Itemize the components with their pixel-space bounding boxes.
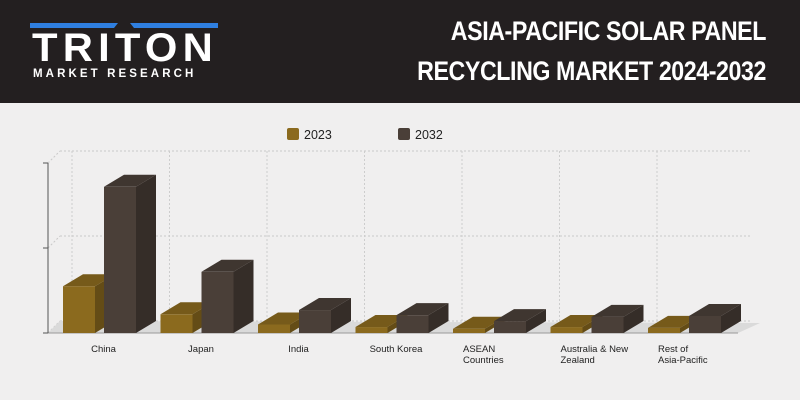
legend-swatch-2023: [287, 128, 299, 140]
bar-front: [201, 271, 234, 333]
bar-side: [721, 304, 741, 333]
legend-label-2032: 2032: [415, 128, 443, 142]
bar-front: [355, 327, 388, 333]
category-label: Australia & New: [561, 344, 629, 355]
bar-2032-0: [104, 174, 156, 333]
logo-accent-bar-right: [130, 23, 218, 28]
bar-front: [396, 315, 429, 333]
bar-top: [104, 174, 156, 187]
bar-side: [526, 309, 546, 333]
bar-front: [648, 327, 680, 333]
bar-2032-3: [396, 303, 449, 333]
bar-top: [396, 303, 449, 316]
bar-2032-4: [494, 309, 546, 333]
logo-accent-bar-left: [30, 23, 118, 28]
gridline-diag: [47, 150, 61, 164]
bar-top: [648, 315, 700, 328]
brand-tagline: MARKET RESEARCH: [33, 68, 197, 80]
bar-top: [258, 312, 310, 325]
bar-front: [550, 327, 583, 333]
bar-top: [63, 274, 115, 287]
bar-front: [63, 286, 95, 333]
bar-front: [299, 310, 331, 333]
category-label: China: [91, 344, 117, 355]
category-label: Asia-Pacific: [658, 355, 708, 366]
bar-top: [201, 259, 254, 272]
bar-front: [258, 324, 290, 333]
bar-front: [494, 321, 526, 333]
page-title: ASIA-PACIFIC SOLAR PANEL RECYCLING MARKE…: [396, 11, 766, 91]
bar-top: [689, 304, 741, 316]
category-label: India: [288, 344, 309, 355]
category-label: ASEAN: [463, 344, 495, 355]
title-line-2: RECYCLING MARKET 2024-2032: [417, 56, 766, 86]
bar-top: [453, 316, 505, 329]
gridline-diag: [47, 235, 61, 249]
bars-layer: [63, 174, 741, 333]
header-banner: TRITON MARKET RESEARCH ASIA-PACIFIC SOLA…: [0, 0, 800, 103]
legend: 2023 2032: [287, 128, 443, 142]
bar-top: [160, 302, 213, 315]
brand-logo: TRITON MARKET RESEARCH: [30, 18, 230, 88]
legend-swatch-2032: [398, 128, 410, 140]
bar-side: [136, 174, 156, 333]
bar-front: [689, 316, 721, 333]
bar-2032-5: [591, 304, 644, 333]
bar-front: [591, 316, 624, 333]
bar-side: [331, 298, 351, 333]
bar-top: [591, 304, 644, 317]
labels-layer: China Japan India South Korea ASEANCountries…: [91, 344, 708, 366]
bar-2032-6: [689, 304, 741, 333]
bar-chart: China Japan India South Korea ASEANCountries…: [43, 128, 760, 366]
category-label: Zealand: [561, 355, 595, 366]
category-label: Rest of: [658, 344, 688, 355]
category-label: South Korea: [370, 344, 424, 355]
bar-side: [623, 304, 644, 333]
bar-2032-2: [299, 298, 351, 333]
category-label: Japan: [188, 344, 214, 355]
bar-side: [233, 259, 254, 333]
bar-front: [104, 186, 136, 333]
legend-label-2023: 2023: [304, 128, 332, 142]
bar-front: [453, 328, 485, 333]
triton-wordmark: TRITON: [30, 23, 218, 64]
category-label: Countries: [463, 355, 504, 366]
bar-top: [550, 315, 603, 328]
bar-top: [494, 309, 546, 322]
brand-name: TRITON: [32, 26, 218, 64]
bar-front: [160, 314, 193, 333]
title-line-1: ASIA-PACIFIC SOLAR PANEL: [450, 16, 767, 46]
bar-top: [355, 315, 408, 328]
bar-side: [428, 303, 449, 333]
bar-2032-1: [201, 259, 254, 333]
bar-top: [299, 298, 351, 311]
